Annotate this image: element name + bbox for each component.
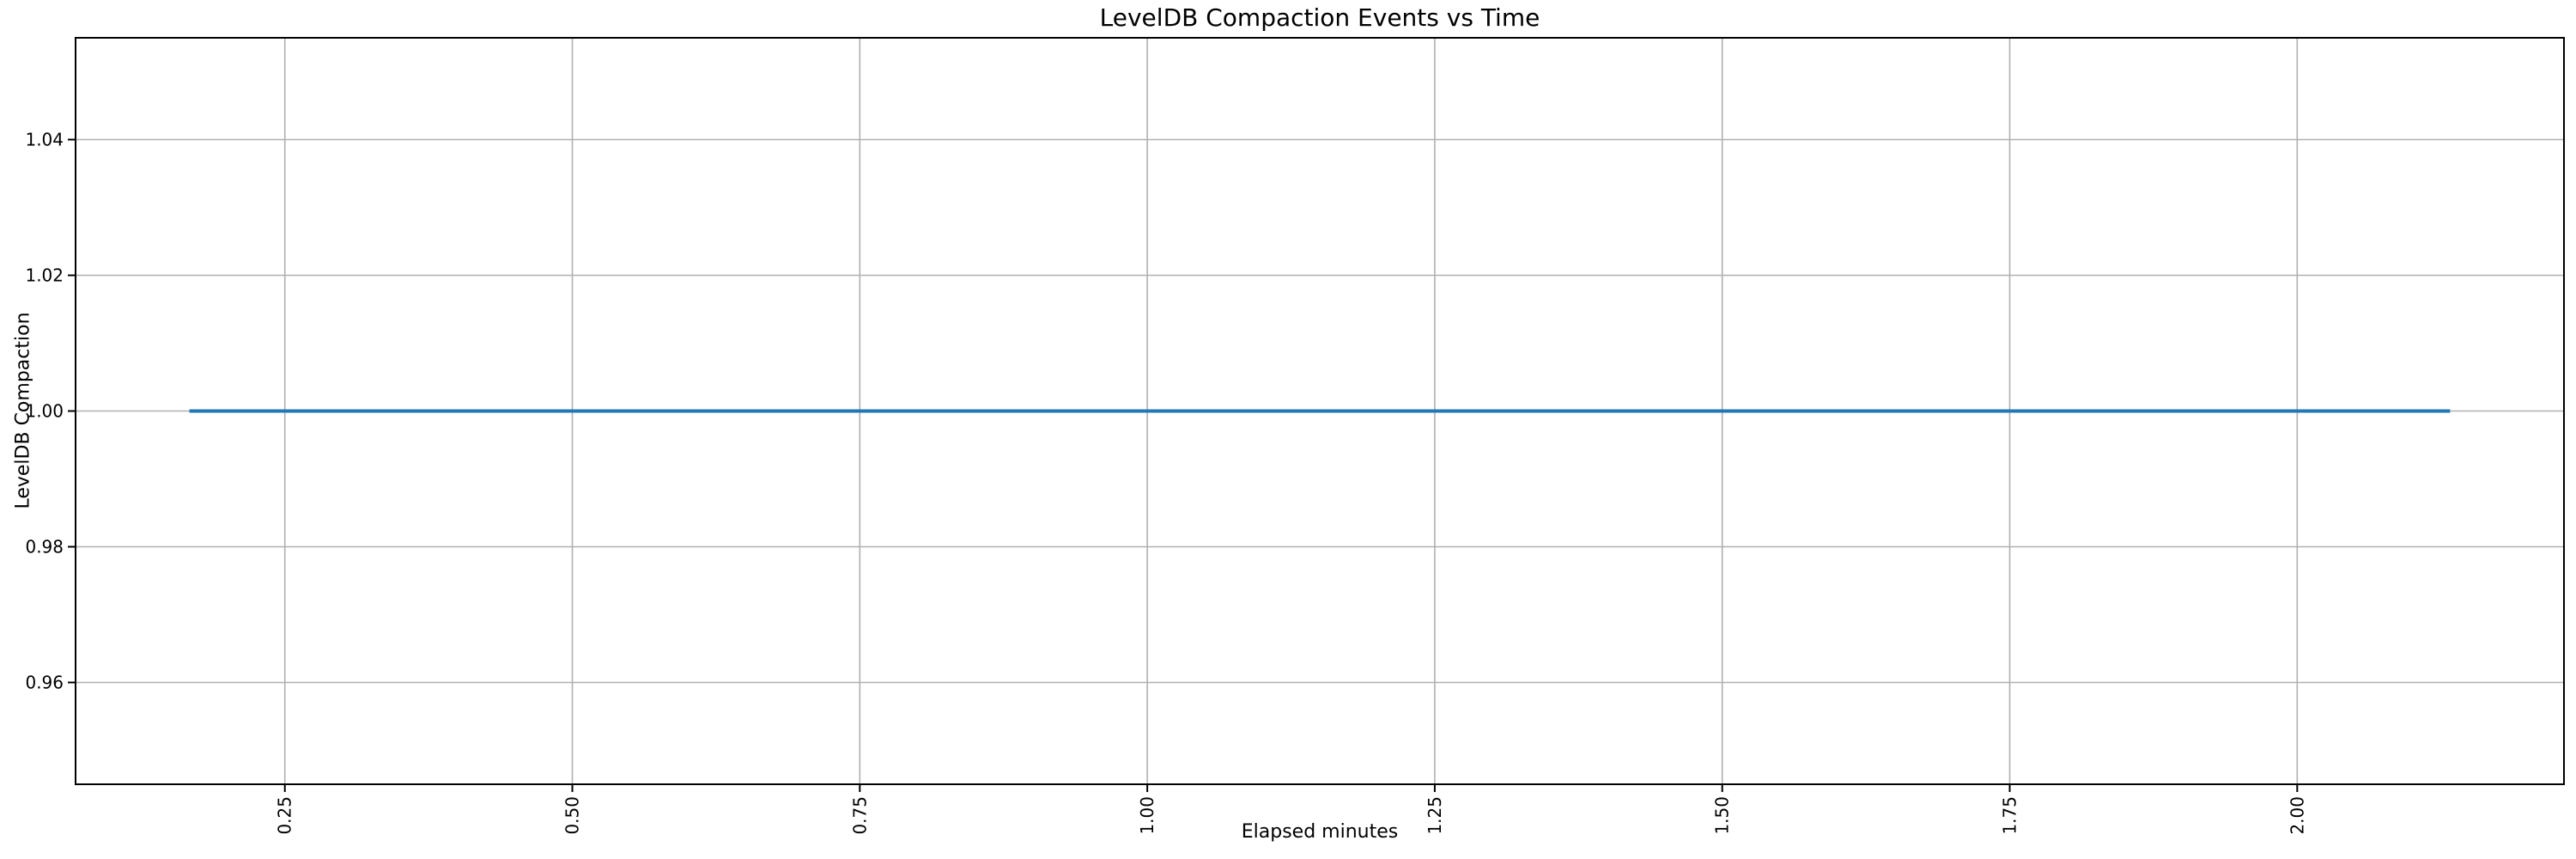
x-tick-label: 0.50: [562, 796, 583, 835]
x-tick-label: 1.75: [2000, 796, 2020, 835]
x-axis-label: Elapsed minutes: [1241, 821, 1399, 843]
x-tick-label: 1.25: [1425, 796, 1445, 835]
x-tick-label: 1.50: [1712, 796, 1733, 835]
y-tick-label: 0.96: [25, 673, 64, 693]
x-tick-label: 1.00: [1137, 796, 1157, 835]
chart-title: LevelDB Compaction Events vs Time: [1099, 3, 1540, 32]
y-tick-label: 0.98: [25, 537, 64, 557]
x-tick-label: 2.00: [2287, 796, 2307, 835]
x-tick-label: 0.75: [849, 796, 870, 835]
y-tick-label: 1.04: [25, 130, 64, 150]
y-tick-label: 1.00: [25, 401, 64, 422]
y-axis-label: LevelDB Compaction: [12, 312, 34, 509]
y-tick-label: 1.02: [25, 265, 64, 286]
x-tick-label: 0.25: [275, 796, 295, 835]
